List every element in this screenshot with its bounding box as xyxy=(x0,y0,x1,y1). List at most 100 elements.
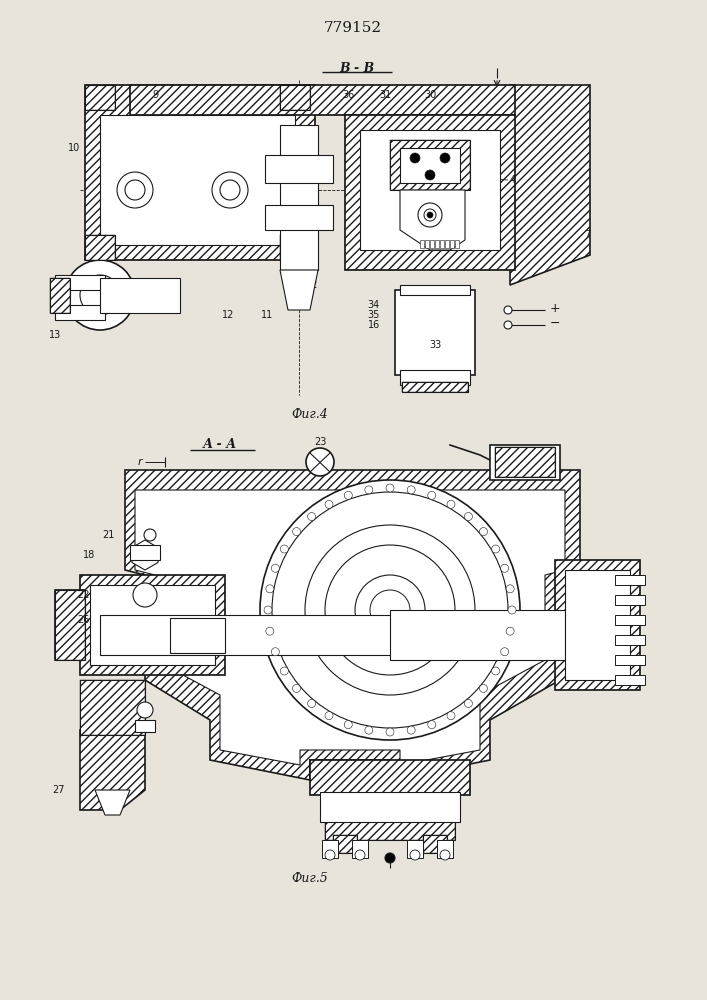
Bar xyxy=(265,155,333,183)
Text: 16: 16 xyxy=(368,320,380,330)
Bar xyxy=(345,115,515,270)
Bar xyxy=(407,840,423,858)
Bar xyxy=(615,615,645,625)
Circle shape xyxy=(504,321,512,329)
Bar xyxy=(402,382,468,392)
Bar xyxy=(310,760,470,795)
Bar xyxy=(280,235,310,260)
Circle shape xyxy=(506,585,514,593)
Text: 22: 22 xyxy=(78,590,90,600)
Circle shape xyxy=(80,275,120,315)
Polygon shape xyxy=(400,190,465,250)
Text: 4: 4 xyxy=(510,175,516,185)
Text: 26: 26 xyxy=(78,615,90,625)
Polygon shape xyxy=(95,790,130,815)
Circle shape xyxy=(447,712,455,720)
Bar xyxy=(55,590,85,660)
Text: 10: 10 xyxy=(68,143,80,153)
Bar xyxy=(390,610,565,660)
Polygon shape xyxy=(80,730,145,810)
Text: 9: 9 xyxy=(152,90,158,100)
Circle shape xyxy=(440,850,450,860)
Circle shape xyxy=(418,203,442,227)
Bar xyxy=(320,792,460,822)
Bar xyxy=(435,240,439,248)
Bar xyxy=(280,235,310,260)
Text: 30: 30 xyxy=(424,90,436,100)
Circle shape xyxy=(117,172,153,208)
Bar xyxy=(450,240,454,248)
Circle shape xyxy=(293,528,300,536)
Circle shape xyxy=(344,491,352,499)
Circle shape xyxy=(427,212,433,218)
Circle shape xyxy=(410,153,420,163)
Bar xyxy=(325,820,455,840)
Bar xyxy=(555,560,640,690)
Bar xyxy=(565,570,630,680)
Circle shape xyxy=(271,648,279,656)
Bar xyxy=(490,445,560,480)
Text: 34: 34 xyxy=(368,300,380,310)
Polygon shape xyxy=(135,490,565,765)
Text: 32: 32 xyxy=(305,280,317,290)
Bar xyxy=(280,85,310,110)
Text: 27: 27 xyxy=(52,785,65,795)
Circle shape xyxy=(266,627,274,635)
Bar xyxy=(440,240,444,248)
Bar xyxy=(400,148,460,183)
Text: 7: 7 xyxy=(584,230,590,240)
Bar xyxy=(280,125,318,270)
Bar xyxy=(395,290,475,375)
Circle shape xyxy=(264,606,272,614)
Text: В - В: В - В xyxy=(339,62,375,75)
Bar xyxy=(322,840,338,858)
Bar xyxy=(55,590,85,660)
Bar xyxy=(352,840,368,858)
Bar xyxy=(437,840,453,858)
Bar xyxy=(280,85,310,110)
Bar xyxy=(100,615,410,655)
Bar xyxy=(423,835,447,853)
Polygon shape xyxy=(132,540,158,570)
Bar xyxy=(430,240,434,248)
Circle shape xyxy=(504,306,512,314)
Circle shape xyxy=(308,513,315,521)
Text: А - А: А - А xyxy=(203,438,237,452)
Circle shape xyxy=(386,484,394,492)
Bar xyxy=(100,278,180,313)
Bar xyxy=(445,240,449,248)
Circle shape xyxy=(385,853,395,863)
Bar xyxy=(85,85,315,260)
Circle shape xyxy=(144,529,156,541)
Bar xyxy=(555,560,640,690)
Circle shape xyxy=(410,850,420,860)
Polygon shape xyxy=(510,85,590,285)
Text: 8: 8 xyxy=(105,90,111,100)
Circle shape xyxy=(464,699,472,707)
Circle shape xyxy=(305,525,475,695)
Bar xyxy=(615,675,645,685)
Circle shape xyxy=(501,648,508,656)
Bar xyxy=(50,278,70,313)
Bar xyxy=(615,655,645,665)
Bar xyxy=(80,680,145,735)
Circle shape xyxy=(425,170,435,180)
Bar xyxy=(400,285,470,295)
Circle shape xyxy=(271,564,279,572)
Circle shape xyxy=(344,721,352,729)
Bar xyxy=(55,275,105,290)
Bar xyxy=(310,760,470,795)
Circle shape xyxy=(479,684,487,692)
Text: 13: 13 xyxy=(49,330,61,340)
Circle shape xyxy=(281,545,288,553)
Bar xyxy=(333,835,357,853)
Text: Фиг.5: Фиг.5 xyxy=(291,871,328,884)
Circle shape xyxy=(325,850,335,860)
Circle shape xyxy=(447,500,455,508)
Circle shape xyxy=(137,702,153,718)
Circle shape xyxy=(506,627,514,635)
Circle shape xyxy=(281,667,288,675)
Bar xyxy=(85,85,115,110)
Circle shape xyxy=(212,172,248,208)
Bar xyxy=(85,235,115,260)
